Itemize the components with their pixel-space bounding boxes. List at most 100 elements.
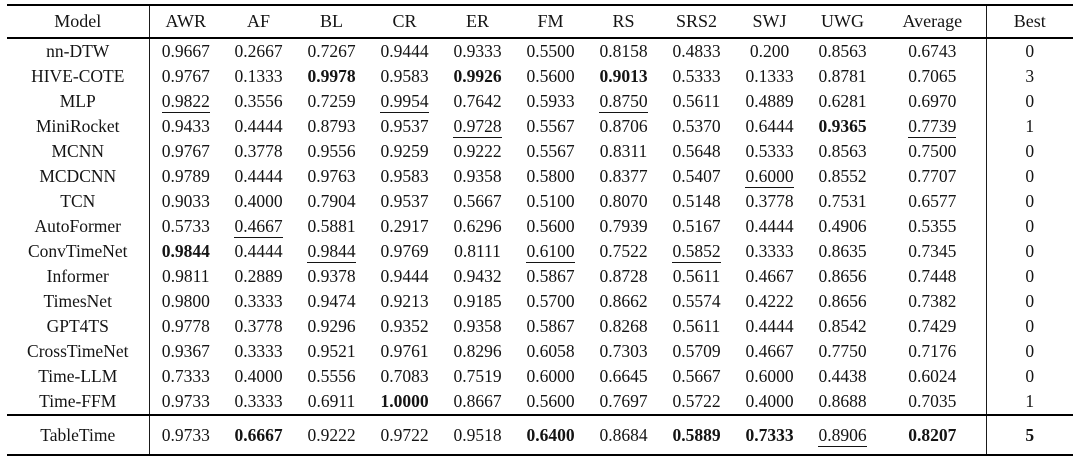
table-row-hive-cote: HIVE-COTE 0.9767 0.1333 0.9978 0.9583 0.9926 0… xyxy=(7,64,1073,89)
cell-value: 0.200 xyxy=(749,41,790,61)
value-cell: 0.9954 xyxy=(368,89,441,114)
best-count-cell: 1 xyxy=(985,389,1073,415)
model-name-cell: TimesNet xyxy=(7,289,149,314)
value-cell: 0.9432 xyxy=(441,264,514,289)
cell-value: 0.8688 xyxy=(818,391,867,411)
table-header-row: Model AWR AF BL CR ER FM RS SRS2 SWJ UWG Average Bes… xyxy=(7,5,1073,39)
value-cell: 0.5700 xyxy=(514,289,587,314)
model-name: GPT4TS xyxy=(46,316,109,336)
value-cell: 0.8542 xyxy=(806,314,879,339)
table-row-minirocket: MiniRocket 0.9433 0.4444 0.8793 0.9537 0.9728… xyxy=(7,114,1073,139)
value-cell: 0.9844 xyxy=(295,239,368,264)
value-cell: 0.5733 xyxy=(148,214,222,239)
value-cell: 0.9222 xyxy=(441,139,514,164)
cell-value: 0.6667 xyxy=(234,424,283,445)
cell-value: 0.9822 xyxy=(161,91,210,113)
value-cell: 0.6970 xyxy=(879,89,986,114)
value-cell: 0.9537 xyxy=(368,114,441,139)
best-count-cell: 0 xyxy=(985,239,1073,264)
value-cell: 0.8552 xyxy=(806,164,879,189)
cell-value: 0.8296 xyxy=(453,341,502,361)
value-cell: 0.9444 xyxy=(368,264,441,289)
cell-value: 0.7065 xyxy=(908,66,957,86)
value-cell: 0.3333 xyxy=(222,389,295,415)
value-cell: 0.5889 xyxy=(660,414,733,455)
value-cell: 0.5600 xyxy=(514,64,587,89)
cell-value: 0.7707 xyxy=(908,166,957,186)
value-cell: 0.4000 xyxy=(222,189,295,214)
value-cell: 0.9761 xyxy=(368,339,441,364)
value-cell: 0.9722 xyxy=(368,414,441,455)
cell-value: 0.8563 xyxy=(818,41,867,61)
value-cell: 0.5933 xyxy=(514,89,587,114)
cell-value: 0.9763 xyxy=(307,166,356,186)
cell-value: 0.9432 xyxy=(453,266,502,286)
value-cell: 0.4444 xyxy=(222,164,295,189)
cell-value: 0.9761 xyxy=(380,341,429,361)
model-name-cell: ConvTimeNet xyxy=(7,239,149,264)
value-cell: 0.9444 xyxy=(368,38,441,64)
value-cell: 0.9811 xyxy=(148,264,222,289)
best-count-cell: 0 xyxy=(985,164,1073,189)
value-cell: 0.9778 xyxy=(148,314,222,339)
value-cell: 0.200 xyxy=(733,38,806,64)
cell-value: 0.7531 xyxy=(818,191,867,211)
value-cell: 0.9763 xyxy=(295,164,368,189)
cell-value: 0.5800 xyxy=(526,166,575,186)
cell-value: 0.8111 xyxy=(454,241,501,261)
model-name-cell: MiniRocket xyxy=(7,114,149,139)
value-cell: 0.7522 xyxy=(587,239,660,264)
value-cell: 0.6000 xyxy=(514,364,587,389)
model-name-cell: CrossTimeNet xyxy=(7,339,149,364)
cell-value: 0.4444 xyxy=(745,216,794,236)
value-cell: 0.4222 xyxy=(733,289,806,314)
cell-value: 0 xyxy=(1025,91,1035,111)
value-cell: 0.8656 xyxy=(806,264,879,289)
value-cell: 0.9474 xyxy=(295,289,368,314)
cell-value: 0.9767 xyxy=(161,141,210,161)
value-cell: 0.9978 xyxy=(295,64,368,89)
value-cell: 0.9926 xyxy=(441,64,514,89)
model-name-cell: nn-DTW xyxy=(7,38,149,64)
value-cell: 0.7333 xyxy=(733,414,806,455)
cell-value: 0.4444 xyxy=(234,241,283,261)
cell-value: 0.7429 xyxy=(908,316,957,336)
value-cell: 0.6743 xyxy=(879,38,986,64)
value-cell: 0.5333 xyxy=(660,64,733,89)
value-cell: 0.5722 xyxy=(660,389,733,415)
cell-value: 0.9811 xyxy=(162,266,210,286)
best-count-cell: 0 xyxy=(985,264,1073,289)
cell-value: 0 xyxy=(1025,141,1035,161)
cell-value: 0.5567 xyxy=(526,116,575,136)
value-cell: 0.9333 xyxy=(441,38,514,64)
cell-value: 0.3333 xyxy=(234,341,283,361)
cell-value: 0.9222 xyxy=(307,424,356,445)
cell-value: 0.4667 xyxy=(234,216,283,238)
cell-value: 0.8070 xyxy=(599,191,648,211)
cell-value: 0.7519 xyxy=(453,366,502,386)
value-cell: 0.8706 xyxy=(587,114,660,139)
model-name-cell: Informer xyxy=(7,264,149,289)
value-cell: 0.5355 xyxy=(879,214,986,239)
value-cell: 0.4667 xyxy=(222,214,295,239)
value-cell: 0.8728 xyxy=(587,264,660,289)
cell-value: 0.6000 xyxy=(745,166,794,188)
model-name: MCNN xyxy=(51,141,104,161)
cell-value: 0.6024 xyxy=(908,366,957,386)
model-name: Informer xyxy=(46,266,109,286)
value-cell: 0.2667 xyxy=(222,38,295,64)
cell-value: 0.5167 xyxy=(672,216,721,236)
value-cell: 0.9844 xyxy=(148,239,222,264)
cell-value: 0.9365 xyxy=(818,116,867,136)
value-cell: 0.7382 xyxy=(879,289,986,314)
cell-value: 0.6296 xyxy=(453,216,502,236)
cell-value: 0.4444 xyxy=(234,116,283,136)
column-header-rs: RS xyxy=(587,5,660,39)
cell-value: 0.5700 xyxy=(526,291,575,311)
value-cell: 0.7083 xyxy=(368,364,441,389)
cell-value: 1 xyxy=(1025,391,1035,411)
cell-value: 0.9844 xyxy=(161,241,210,261)
cell-value: 0.5648 xyxy=(672,141,721,161)
cell-value: 0.6970 xyxy=(908,91,957,111)
value-cell: 0.8662 xyxy=(587,289,660,314)
